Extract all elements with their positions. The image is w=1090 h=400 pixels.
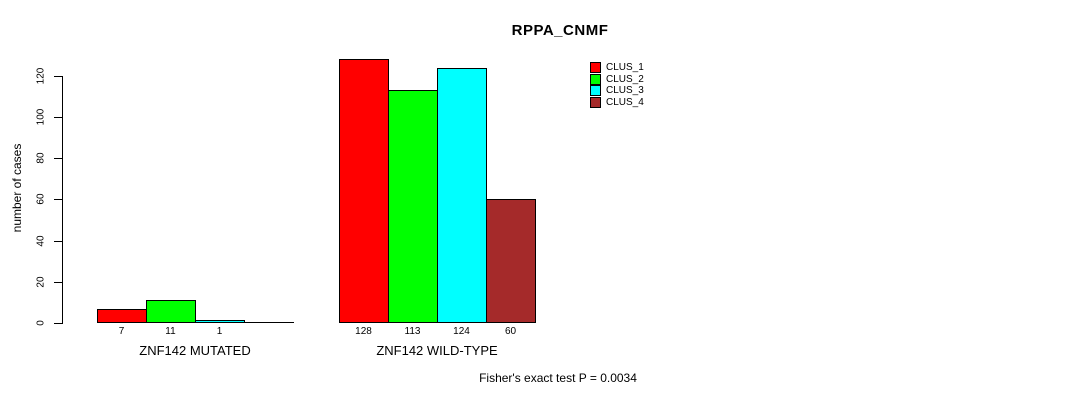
- y-axis-line: [62, 75, 63, 324]
- fisher-test-annotation: Fisher's exact test P = 0.0034: [479, 371, 637, 385]
- y-tick-mark: [54, 199, 62, 201]
- bar-clus_4-2: [486, 199, 536, 323]
- legend-swatch-clus_2: [590, 74, 601, 85]
- y-tick-mark: [54, 117, 62, 118]
- legend-item-clus_4: CLUS_4: [590, 97, 680, 109]
- legend-item-clus_2: CLUS_2: [590, 74, 680, 86]
- bar-clus_3-2: [437, 68, 487, 323]
- legend-swatch-clus_1: [590, 62, 601, 73]
- x-category-label: ZNF142 WILD-TYPE: [376, 343, 498, 358]
- legend-swatch-clus_3: [590, 85, 601, 96]
- y-tick-label: 20: [35, 276, 47, 288]
- y-tick-mark: [54, 158, 62, 160]
- bar-clus_2-2: [388, 90, 438, 323]
- bar-clus_1-1: [97, 309, 147, 323]
- y-tick-mark: [54, 240, 62, 242]
- legend-label: CLUS_3: [606, 85, 644, 96]
- y-tick-label: 120: [35, 67, 47, 85]
- bar-value-label: 11: [165, 326, 176, 337]
- legend-item-clus_1: CLUS_1: [590, 62, 680, 74]
- y-tick-mark: [54, 281, 62, 283]
- bar-zero-clus_4-1: [244, 322, 294, 323]
- bar-value-label: 1: [216, 326, 223, 337]
- y-tick-label: 60: [35, 193, 47, 205]
- bar-clus_2-1: [146, 300, 196, 323]
- y-tick-label: 100: [35, 108, 47, 126]
- bar-clus_3-1: [195, 320, 245, 323]
- bar-value-label: 7: [118, 326, 125, 337]
- legend-swatch-clus_4: [590, 97, 601, 108]
- bar-clus_1-2: [339, 59, 389, 323]
- y-tick-label: 0: [35, 320, 47, 326]
- legend-label: CLUS_1: [606, 62, 644, 73]
- y-axis-label: number of cases: [10, 143, 24, 233]
- bar-value-label: 124: [453, 326, 470, 337]
- bar-value-label: 113: [404, 326, 421, 337]
- bar-value-label: 60: [504, 326, 517, 337]
- legend-label: CLUS_2: [606, 74, 644, 85]
- y-tick-label: 80: [35, 152, 47, 164]
- bar-value-label: 128: [355, 326, 372, 337]
- legend-item-clus_3: CLUS_3: [590, 85, 680, 97]
- x-category-label: ZNF142 MUTATED: [139, 343, 251, 358]
- y-tick-mark: [54, 75, 62, 77]
- legend-label: CLUS_4: [606, 97, 644, 108]
- y-tick-mark: [54, 323, 62, 324]
- chart-title: RPPA_CNMF: [511, 22, 609, 39]
- y-tick-label: 40: [35, 235, 47, 247]
